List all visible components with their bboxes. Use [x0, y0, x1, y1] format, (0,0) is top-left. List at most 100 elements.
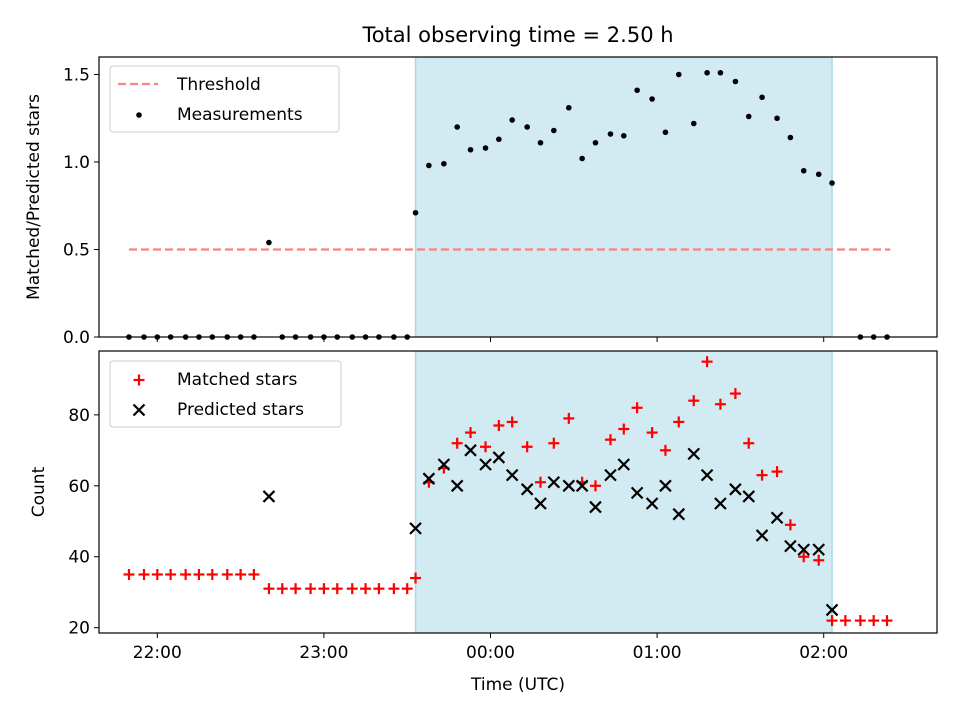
matched-star-point [521, 441, 533, 453]
measurement-point [524, 124, 530, 130]
predicted-star-point [672, 507, 686, 521]
matched-star-point [151, 568, 163, 580]
matched-star-point [826, 615, 838, 627]
bottom-y-tick-label: 40 [68, 548, 90, 568]
matched-star-point [868, 615, 880, 627]
measurement-point [649, 96, 655, 102]
predicted-star-point [534, 497, 547, 510]
top-y-tick-label: 0.0 [63, 328, 90, 348]
matched-star-point [451, 437, 463, 449]
predicted-star-point [784, 539, 797, 553]
matched-star-point [506, 416, 518, 428]
matched-star-point [771, 466, 783, 478]
matched-star-point [729, 388, 741, 400]
predicted-star-point [492, 451, 506, 464]
matched-star-point [138, 568, 150, 580]
bottom-x-tick-label: 22:00 [133, 643, 182, 663]
measurement-point [509, 117, 515, 123]
measurement-point [662, 129, 669, 136]
measurement-point [266, 239, 272, 246]
bottom-legend-box [109, 360, 342, 428]
matched-star-point [401, 583, 413, 595]
measurement-point [607, 131, 614, 137]
bottom-x-tick-label: 23:00 [299, 643, 348, 663]
predicted-star-point [464, 444, 477, 457]
matched-star-point [618, 423, 630, 435]
predicted-star-point [825, 603, 839, 617]
measurement-point [551, 127, 557, 134]
predicted-star-point [422, 472, 436, 485]
bottom-x-ticks: 22:00 23:00 00:00 01:00 02:00 [133, 633, 848, 663]
measurement-point [620, 132, 627, 139]
legend-predicted-marker [132, 403, 146, 417]
matched-star-point [589, 480, 601, 492]
measurement-point [774, 115, 780, 122]
matched-star-point [373, 583, 385, 595]
matched-star-point [798, 551, 810, 563]
top-y-tick-label: 1.5 [63, 66, 90, 86]
predicted-star-point [729, 483, 742, 496]
matched-star-point [646, 427, 658, 439]
legend-measurement-marker [136, 112, 142, 118]
matched-star-point [854, 615, 866, 627]
bottom-x-tick-label: 00:00 [466, 643, 515, 663]
matched-star-point [235, 568, 247, 580]
panel-top: 0.0 0.5 1.0 1.5 Matched/Predicted stars Thr… [24, 56, 938, 348]
measurement-point [815, 171, 822, 178]
predicted-star-point [604, 468, 617, 482]
top-y-axis-label: Matched/Predicted stars [24, 94, 44, 300]
legend-predicted-label: Predicted stars [177, 400, 304, 420]
matched-star-point [839, 615, 851, 627]
measurement-point [732, 78, 739, 85]
matched-star-point [318, 583, 330, 595]
matched-star-point [276, 583, 288, 595]
predicted-star-point [479, 458, 492, 471]
bottom-y-tick-label: 60 [68, 477, 90, 497]
measurement-point [717, 69, 724, 76]
matched-star-point [123, 568, 135, 580]
matched-star-point [360, 583, 372, 595]
matched-star-point [631, 402, 643, 414]
predicted-star-point [437, 458, 451, 471]
predicted-star-point [714, 497, 727, 510]
top-y-tick-label: 1.0 [63, 153, 90, 173]
matched-star-point [813, 554, 825, 566]
measurement-point [482, 145, 489, 151]
chart-title: Total observing time = 2.50 h [361, 23, 673, 47]
top-axes-frame [98, 56, 938, 338]
legend-matched-label: Matched stars [177, 370, 297, 390]
measurement-point [496, 136, 502, 143]
matched-star-point [743, 437, 755, 449]
predicted-star-point [659, 479, 672, 493]
measurement-point [566, 104, 572, 111]
predicted-star-point [630, 486, 644, 500]
matched-star-point [548, 437, 560, 449]
top-y-tick-label: 0.5 [63, 241, 90, 261]
predicted-star-point [755, 529, 769, 542]
matched-star-point [346, 583, 358, 595]
matched-star-point [221, 568, 233, 580]
matched-star-point [534, 476, 546, 488]
top-y-ticks: 0.0 0.5 1.0 1.5 [63, 66, 99, 348]
predicted-star-point [812, 543, 825, 556]
legend-threshold-label: Threshold [176, 75, 261, 95]
measurement-point [829, 180, 835, 186]
measurement-point [787, 134, 794, 141]
predicted-star-point [700, 468, 714, 482]
matched-star-point [881, 615, 893, 627]
matched-star-point [193, 568, 205, 580]
matched-star-point [480, 441, 492, 453]
matched-star-point [659, 444, 671, 456]
bottom-axes-frame [98, 350, 938, 634]
predicted-star-point [742, 490, 756, 503]
measurement-point [675, 71, 682, 78]
matched-star-point [714, 398, 726, 410]
matched-star-point [290, 583, 302, 595]
matched-star-point [784, 519, 796, 531]
legend-matched-marker [133, 374, 145, 386]
bottom-window-band [415, 351, 833, 633]
predicted-star-point [450, 479, 464, 493]
predicted-star-point [505, 468, 519, 482]
measurement-point [704, 69, 710, 76]
measurement-point [579, 155, 585, 162]
